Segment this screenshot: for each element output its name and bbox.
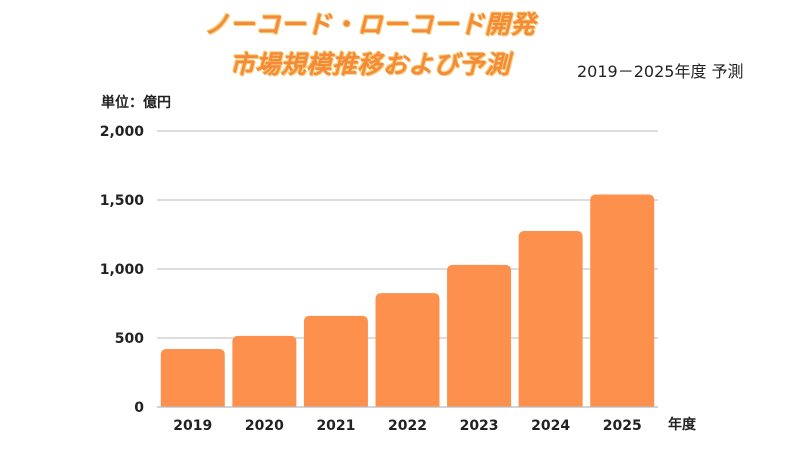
- bar-2020: [232, 335, 297, 407]
- y-tick-label: 1,500: [100, 193, 145, 209]
- x-tick-label: 2021: [316, 418, 355, 434]
- y-tick-label: 1,000: [100, 262, 145, 278]
- chart-title-line2: 市場規模推移および予測: [229, 50, 511, 79]
- x-tick-label: 2022: [388, 418, 427, 434]
- y-tick-label: 0: [134, 400, 144, 416]
- y-axis-ticks: 0 500 1,000 1,500 2,000: [100, 124, 145, 416]
- y-axis-unit-label: 単位：億円: [101, 95, 171, 111]
- bar-2021: [303, 315, 368, 407]
- x-axis-title: 年度: [668, 417, 696, 433]
- bar-2024: [518, 231, 583, 407]
- chart-title-line1: ノーコード・ローコード開発: [204, 10, 536, 39]
- x-tick-label: 2023: [460, 418, 499, 434]
- y-tick-label: 500: [115, 331, 144, 347]
- bar-2022: [375, 293, 440, 407]
- bar-2025: [590, 194, 655, 407]
- x-tick-label: 2019: [173, 418, 212, 434]
- bar-2019: [160, 349, 225, 407]
- x-axis-ticks: 2019 2020 2021 2022 2023 2024 2025: [173, 418, 641, 434]
- chart-subtitle: 2019－2025年度 予測: [577, 62, 744, 81]
- x-tick-label: 2025: [603, 418, 642, 434]
- x-tick-label: 2024: [531, 418, 570, 434]
- x-tick-label: 2020: [245, 418, 284, 434]
- bars: [160, 194, 655, 407]
- bar-2023: [447, 264, 512, 407]
- y-tick-label: 2,000: [100, 124, 145, 140]
